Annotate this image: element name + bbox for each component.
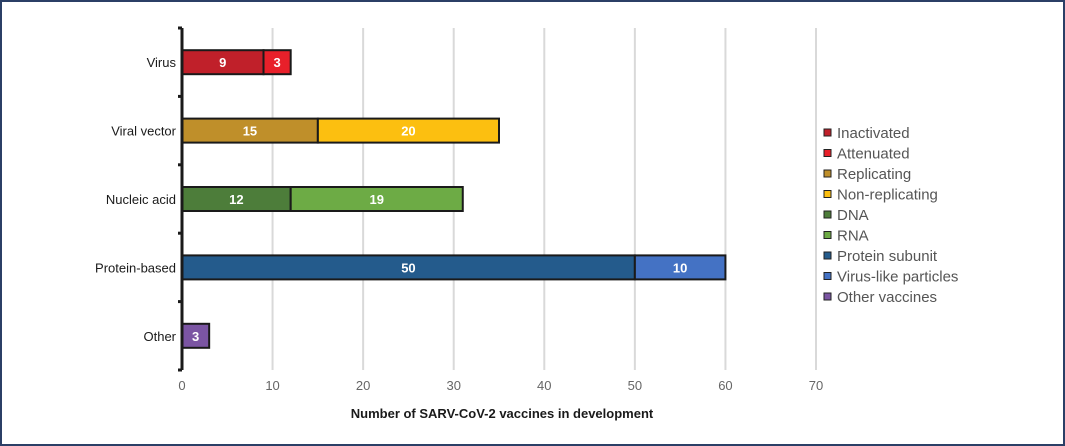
- legend-swatch: [823, 149, 832, 157]
- x-tick-label: 50: [628, 378, 642, 393]
- category-label: Viral vector: [111, 124, 176, 139]
- data-label: 15: [243, 124, 257, 139]
- x-tick-label: 0: [178, 378, 185, 393]
- data-label: 12: [229, 192, 243, 207]
- data-label: 50: [401, 260, 415, 275]
- category-label: Nucleic acid: [106, 192, 176, 207]
- category-label: Other: [143, 329, 176, 344]
- x-tick-label: 30: [446, 378, 460, 393]
- legend-swatch: [823, 272, 832, 280]
- data-label: 19: [369, 192, 383, 207]
- legend-label: Other vaccines: [837, 289, 937, 306]
- x-tick-label: 60: [718, 378, 732, 393]
- legend-label: Inactivated: [837, 125, 910, 142]
- bar-segment: [289, 186, 464, 212]
- x-tick-label: 20: [356, 378, 370, 393]
- bar-segment: [181, 186, 292, 212]
- data-label: 3: [192, 329, 199, 344]
- legend-label: Attenuated: [837, 146, 910, 163]
- legend-label: Virus-like particles: [837, 269, 958, 286]
- data-label: 3: [273, 55, 280, 70]
- legend-swatch: [823, 190, 832, 198]
- bar-segment: [262, 49, 292, 76]
- legend-label: RNA: [837, 228, 869, 245]
- bar-segment: [316, 117, 500, 144]
- data-label: 20: [401, 124, 415, 139]
- bar-segment: [633, 254, 727, 281]
- legend-label: Replicating: [837, 166, 911, 183]
- x-tick-label: 40: [537, 378, 551, 393]
- category-label: Protein-based: [95, 260, 176, 275]
- x-axis-label: Number of SARV-CoV-2 vaccines in develop…: [351, 406, 654, 421]
- legend-label: Protein subunit: [837, 248, 938, 265]
- bar-segment: [181, 117, 319, 144]
- legend-swatch: [823, 231, 832, 239]
- x-tick-label: 70: [809, 378, 823, 393]
- legend-swatch: [823, 210, 832, 219]
- data-label: 10: [673, 260, 687, 275]
- legend-label: DNA: [837, 207, 869, 224]
- category-label: Virus: [147, 55, 177, 70]
- x-tick-label: 10: [265, 378, 279, 393]
- legend-swatch: [823, 169, 832, 178]
- legend-label: Non-replicating: [837, 187, 938, 204]
- legend-swatch: [823, 128, 832, 137]
- legend-swatch: [823, 292, 832, 301]
- legend-swatch: [823, 251, 832, 260]
- data-label: 9: [219, 55, 226, 70]
